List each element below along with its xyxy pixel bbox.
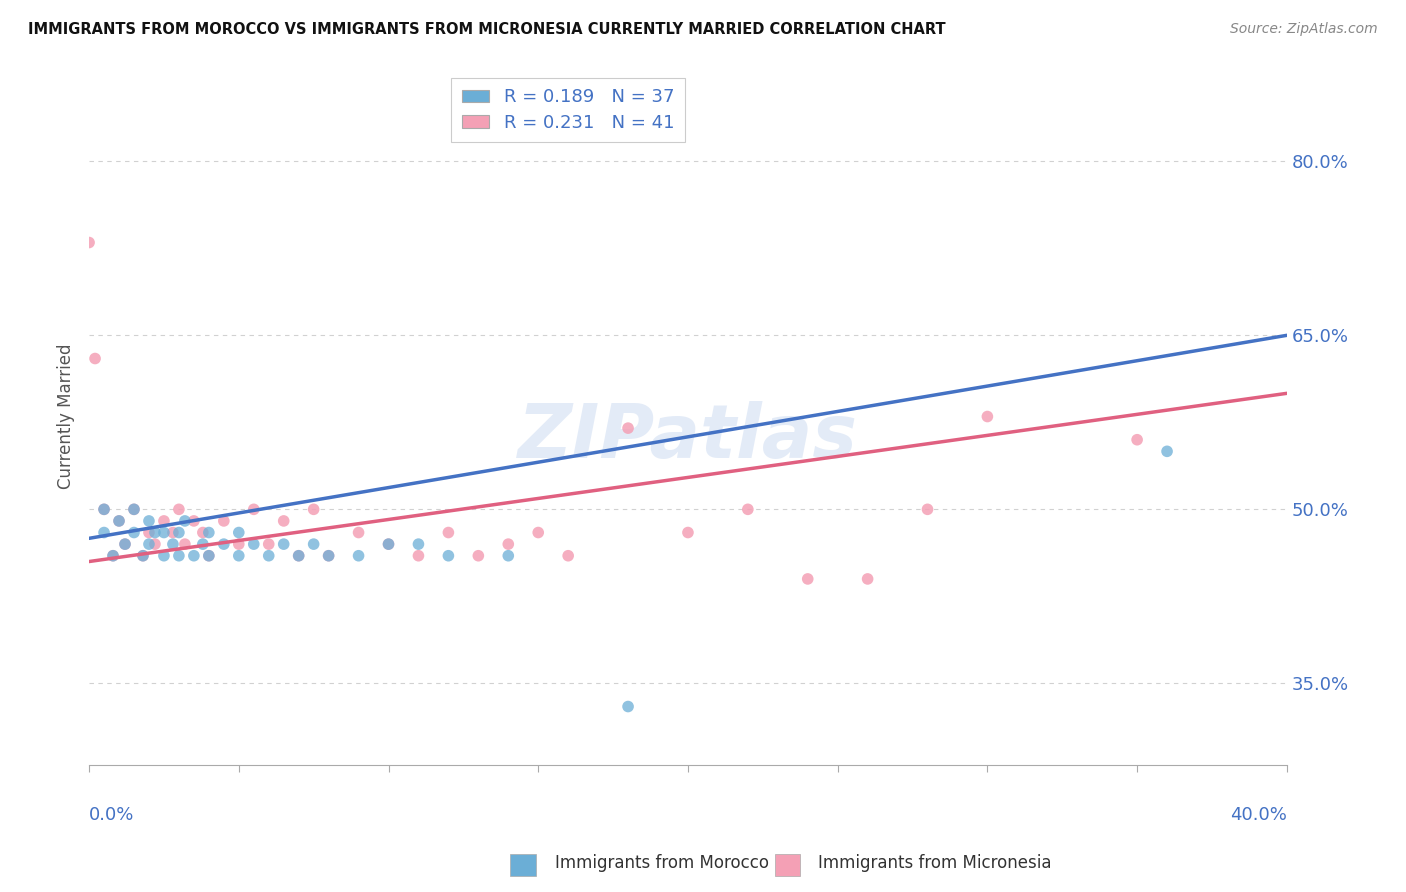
Point <box>93 502 115 516</box>
Point <box>228 537 250 551</box>
Point <box>228 525 250 540</box>
Point <box>273 514 295 528</box>
Point <box>796 572 818 586</box>
Point <box>527 525 550 540</box>
Point <box>273 537 295 551</box>
Text: ZIPatlas: ZIPatlas <box>517 401 858 474</box>
Point <box>257 549 280 563</box>
Y-axis label: Currently Married: Currently Married <box>58 343 75 490</box>
Point <box>347 525 370 540</box>
Point <box>138 525 160 540</box>
Point <box>101 549 124 563</box>
Point <box>84 351 107 366</box>
Point <box>174 514 197 528</box>
Legend: R = 0.189   N = 37, R = 0.231   N = 41: R = 0.189 N = 37, R = 0.231 N = 41 <box>451 78 685 143</box>
Point <box>617 699 640 714</box>
Point <box>174 537 197 551</box>
Point <box>617 421 640 435</box>
Point <box>557 549 579 563</box>
Point <box>114 537 136 551</box>
Point <box>318 549 340 563</box>
Point <box>108 514 131 528</box>
Text: 0.0%: 0.0% <box>89 806 135 824</box>
Point <box>318 549 340 563</box>
Point <box>198 549 221 563</box>
Point <box>257 537 280 551</box>
Point <box>122 502 145 516</box>
Point <box>467 549 489 563</box>
Text: Source: ZipAtlas.com: Source: ZipAtlas.com <box>1230 22 1378 37</box>
Point <box>198 549 221 563</box>
Point <box>114 537 136 551</box>
Point <box>191 537 214 551</box>
Point <box>183 514 205 528</box>
Point <box>138 514 160 528</box>
Point <box>377 537 399 551</box>
Point <box>408 549 430 563</box>
Point <box>302 502 325 516</box>
Text: IMMIGRANTS FROM MOROCCO VS IMMIGRANTS FROM MICRONESIA CURRENTLY MARRIED CORRELAT: IMMIGRANTS FROM MOROCCO VS IMMIGRANTS FR… <box>28 22 946 37</box>
Point <box>122 525 145 540</box>
Point <box>1156 444 1178 458</box>
Point <box>498 549 520 563</box>
Point <box>228 549 250 563</box>
Point <box>162 537 184 551</box>
Point <box>162 525 184 540</box>
Point <box>153 525 176 540</box>
Point <box>242 537 264 551</box>
Point <box>437 525 460 540</box>
Point <box>377 537 399 551</box>
Point <box>212 514 235 528</box>
Point <box>132 549 155 563</box>
Text: 40.0%: 40.0% <box>1230 806 1286 824</box>
Point <box>153 514 176 528</box>
Point <box>437 549 460 563</box>
Point <box>108 514 131 528</box>
Point <box>77 235 100 250</box>
Point <box>498 537 520 551</box>
Point <box>122 502 145 516</box>
Point <box>101 549 124 563</box>
Point <box>737 502 759 516</box>
Text: Immigrants from Micronesia: Immigrants from Micronesia <box>818 855 1052 872</box>
Point <box>143 525 166 540</box>
Point <box>198 525 221 540</box>
Point <box>1126 433 1149 447</box>
Point <box>138 537 160 551</box>
Point <box>676 525 699 540</box>
Point <box>287 549 309 563</box>
Point <box>856 572 879 586</box>
Point <box>183 549 205 563</box>
Point <box>302 537 325 551</box>
Point <box>153 549 176 563</box>
Point <box>976 409 998 424</box>
Point <box>287 549 309 563</box>
Point <box>242 502 264 516</box>
Point <box>167 549 190 563</box>
Point <box>347 549 370 563</box>
Point <box>93 525 115 540</box>
Point <box>212 537 235 551</box>
Point <box>408 537 430 551</box>
Point <box>143 537 166 551</box>
Point <box>191 525 214 540</box>
Point <box>917 502 939 516</box>
Point <box>132 549 155 563</box>
Point <box>167 525 190 540</box>
Point <box>93 502 115 516</box>
Text: Immigrants from Morocco: Immigrants from Morocco <box>555 855 769 872</box>
Point <box>167 502 190 516</box>
